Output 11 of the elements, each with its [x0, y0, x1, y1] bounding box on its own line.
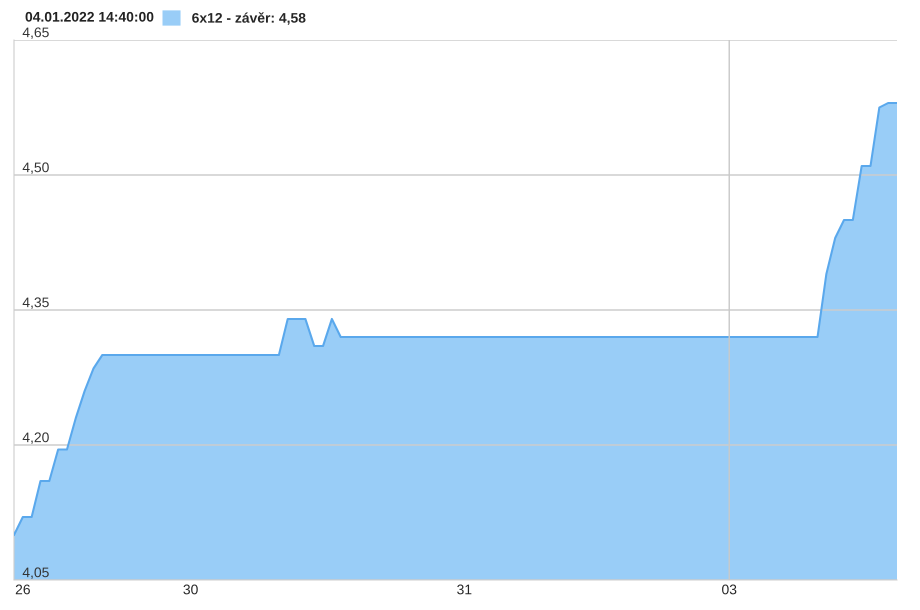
y-tick-label: 4,65: [22, 27, 49, 39]
x-tick-label: 03: [722, 584, 736, 594]
x-tick-label: 31: [457, 584, 472, 594]
x-tick-label: 30: [183, 584, 198, 594]
x-tick-label: 26: [16, 584, 30, 594]
y-tick-label: 4,35: [22, 297, 49, 309]
y-tick-label: 4,50: [22, 162, 49, 174]
y-tick-label: 4,05: [22, 567, 49, 579]
legend-label: 6x12 - závěr: 4,58: [192, 12, 306, 25]
text: 04.01.2022 14:40:00: [26, 12, 154, 22]
y-tick-label: 4,20: [22, 432, 49, 444]
